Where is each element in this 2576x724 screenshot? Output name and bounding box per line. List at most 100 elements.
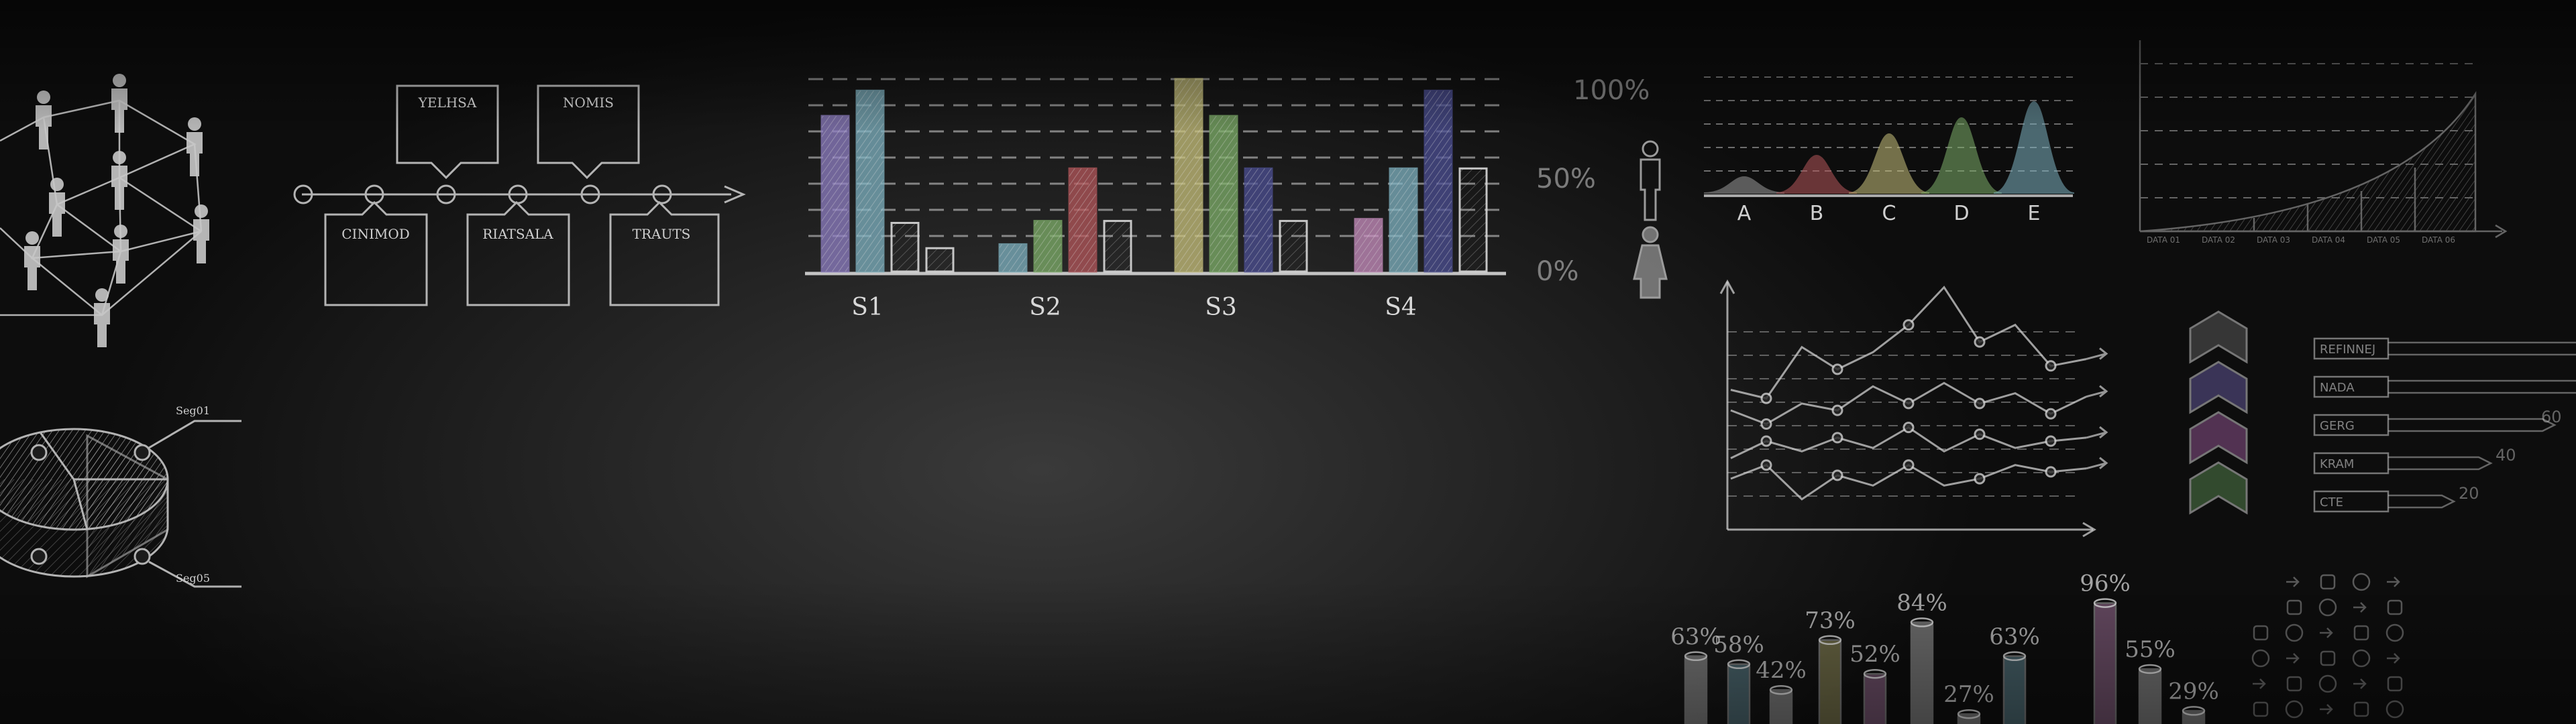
tube-cap xyxy=(1818,635,1842,646)
bar-label-box xyxy=(2313,490,2390,513)
tube xyxy=(1818,639,1842,724)
grid-icon xyxy=(2387,599,2403,615)
tube-label: 96% xyxy=(2080,570,2131,597)
mountain-area-chart: A B C D E xyxy=(1703,76,2075,225)
bar-label-box xyxy=(2313,337,2390,360)
series-point xyxy=(2045,466,2057,478)
grid-icon xyxy=(2253,678,2266,689)
main-bar-chart: S1 S2 S3 S4 xyxy=(805,78,1506,321)
grid-icon xyxy=(2253,701,2269,717)
grid-icon xyxy=(2387,577,2400,587)
series-point xyxy=(2045,360,2057,372)
tube xyxy=(1727,663,1751,724)
bar-hatch xyxy=(1245,168,1272,272)
tube-label: 84% xyxy=(1896,589,1947,616)
category-label: S4 xyxy=(1385,294,1417,321)
bar-hatch xyxy=(1210,116,1237,272)
person-icon xyxy=(186,117,203,176)
tube-label: 63% xyxy=(1670,623,1721,650)
bar xyxy=(1103,220,1132,273)
grid-icon xyxy=(2286,676,2302,692)
category-label: S3 xyxy=(1205,294,1237,321)
tube-label: 63% xyxy=(1989,623,2040,650)
tube-cap xyxy=(1957,709,1981,719)
series-point xyxy=(2045,408,2057,420)
bar-value: 60 xyxy=(2541,408,2562,426)
series-point xyxy=(1902,459,1915,471)
person-icon xyxy=(193,204,209,263)
timeline-diagram xyxy=(293,84,746,306)
grid-icon xyxy=(2253,625,2269,641)
bar xyxy=(1458,167,1488,273)
series-arrow xyxy=(2086,457,2108,470)
timeline-label-riatsala: RIATSALA xyxy=(482,226,553,242)
series-point xyxy=(1974,473,1986,485)
timeline-label-nomis: NOMIS xyxy=(563,95,614,111)
category-label: S1 xyxy=(851,294,883,321)
bar xyxy=(925,247,955,273)
grid-icon xyxy=(2353,625,2369,641)
mountain-peak xyxy=(1848,133,1930,194)
bar-label: NADA xyxy=(2320,381,2355,395)
grid-icon xyxy=(2320,627,2333,638)
tube xyxy=(1863,672,1887,724)
person-icon xyxy=(49,178,65,237)
bar-label-box xyxy=(2313,375,2390,398)
bar xyxy=(2388,418,2557,432)
series-arrow xyxy=(2086,385,2108,398)
tube-cap xyxy=(2182,706,2206,716)
tick-label-50: 50% xyxy=(1536,164,1596,194)
category-label: S2 xyxy=(1029,294,1061,321)
grid-icon xyxy=(2353,701,2369,717)
grid-icon xyxy=(2320,704,2333,715)
male-icon xyxy=(1640,140,1661,221)
grid-icon xyxy=(2352,649,2371,668)
bar xyxy=(2388,494,2456,509)
bar-hatch xyxy=(1425,90,1452,272)
series-point xyxy=(1760,392,1772,404)
grid-icon xyxy=(2385,700,2404,719)
people-icons xyxy=(24,74,209,347)
data-area-chart xyxy=(2139,40,2508,239)
series-arrow xyxy=(2086,347,2108,361)
bar-label: KRAM xyxy=(2320,457,2354,471)
category-label: E xyxy=(2028,202,2041,225)
person-icon xyxy=(113,225,129,284)
bar-hatch xyxy=(1390,168,1417,272)
series-arrow xyxy=(2086,426,2108,439)
person-icon xyxy=(111,151,127,210)
series-point xyxy=(1974,336,1986,348)
tube-label: 55% xyxy=(2125,636,2176,663)
grid-icon xyxy=(2251,649,2270,668)
tube-label: 58% xyxy=(1713,631,1764,658)
mountain-peak xyxy=(1921,117,2002,194)
pie-label-seg05: Seg05 xyxy=(176,572,210,585)
tube xyxy=(1684,655,1708,724)
bar-hatch xyxy=(1175,78,1202,272)
tube-label: 73% xyxy=(1805,607,1856,634)
grid-icon xyxy=(2285,700,2304,719)
bar-hatch xyxy=(1069,168,1096,272)
person-icon xyxy=(24,231,40,290)
grid-icon xyxy=(2352,572,2371,591)
tick-label-0: 0% xyxy=(1536,256,1578,287)
tube xyxy=(1769,688,1793,724)
bar-label: REFINNEJ xyxy=(2320,343,2375,357)
series-point xyxy=(1902,319,1915,331)
bar xyxy=(890,222,920,273)
bar xyxy=(2388,379,2576,394)
bar-label-box xyxy=(2313,452,2390,475)
tube-cap xyxy=(1910,617,1934,627)
grid-icon xyxy=(2320,650,2336,666)
category-label: C xyxy=(1882,202,1896,225)
bar xyxy=(2388,341,2576,356)
series-point xyxy=(2045,435,2057,447)
data-label: DATA 01 xyxy=(2147,235,2180,245)
icon-grid xyxy=(2251,572,2404,719)
bar-hatch xyxy=(1000,244,1026,272)
grid-icon xyxy=(2320,574,2336,590)
series-point xyxy=(1760,459,1772,471)
data-chart-labels: DATA 01 DATA 02 DATA 03 DATA 04 DATA 05 DATA … xyxy=(2147,235,2455,245)
grid-icon xyxy=(2353,602,2367,613)
